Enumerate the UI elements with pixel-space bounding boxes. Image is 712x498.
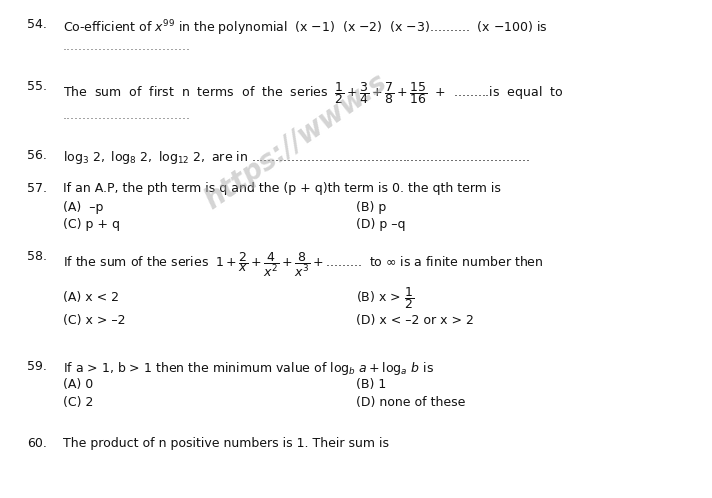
Text: (C) 2: (C) 2 <box>63 396 93 409</box>
Text: (D) x < –2 or x > 2: (D) x < –2 or x > 2 <box>356 314 474 327</box>
Text: (C) p + q: (C) p + q <box>63 218 120 231</box>
Text: (B) p: (B) p <box>356 201 386 214</box>
Text: If an A.P, the pth term is q and the (p + q)th term is 0. the qth term is: If an A.P, the pth term is q and the (p … <box>63 182 501 195</box>
Text: (B) x > $\dfrac{1}{2}$: (B) x > $\dfrac{1}{2}$ <box>356 285 414 311</box>
Text: $\log_3\,2,\ \log_8\,2,\ \log_{12}\,2,$ are in .................................: $\log_3\,2,\ \log_8\,2,\ \log_{12}\,2,$ … <box>63 149 530 166</box>
Text: 54.: 54. <box>27 18 47 31</box>
Text: (A) 0: (A) 0 <box>63 378 93 391</box>
Text: If the sum of the series  $1 + \dfrac{2}{x} + \dfrac{4}{x^2} + \dfrac{8}{x^3} +$: If the sum of the series $1 + \dfrac{2}{… <box>63 250 543 278</box>
Text: 60.: 60. <box>27 437 47 450</box>
Text: The  sum  of  first  n  terms  of  the  series  $\dfrac{1}{2}+\dfrac{3}{4}+\dfra: The sum of first n terms of the series $… <box>63 80 563 106</box>
Text: (B) 1: (B) 1 <box>356 378 386 391</box>
Text: (A) x < 2: (A) x < 2 <box>63 291 119 304</box>
Text: (D) p –q: (D) p –q <box>356 218 406 231</box>
Text: (A)  –p: (A) –p <box>63 201 103 214</box>
Text: If a > 1, b > 1 then the minimum value of $\log_b\,a + \log_a\,b$ is: If a > 1, b > 1 then the minimum value o… <box>63 360 434 376</box>
Text: 56.: 56. <box>27 149 47 162</box>
Text: (D) none of these: (D) none of these <box>356 396 466 409</box>
Text: https://www.s: https://www.s <box>199 68 392 215</box>
Text: 58.: 58. <box>27 250 47 263</box>
Text: ................................: ................................ <box>63 109 191 122</box>
Text: 55.: 55. <box>27 80 47 93</box>
Text: The product of n positive numbers is 1. Their sum is: The product of n positive numbers is 1. … <box>63 437 389 450</box>
Text: Co-efficient of $x^{99}$ in the polynomial  (x $-$1)  (x $-$2)  (x $-$3)........: Co-efficient of $x^{99}$ in the polynomi… <box>63 18 548 37</box>
Text: (C) x > –2: (C) x > –2 <box>63 314 125 327</box>
Text: 59.: 59. <box>27 360 47 373</box>
Text: ................................: ................................ <box>63 40 191 53</box>
Text: 57.: 57. <box>27 182 47 195</box>
